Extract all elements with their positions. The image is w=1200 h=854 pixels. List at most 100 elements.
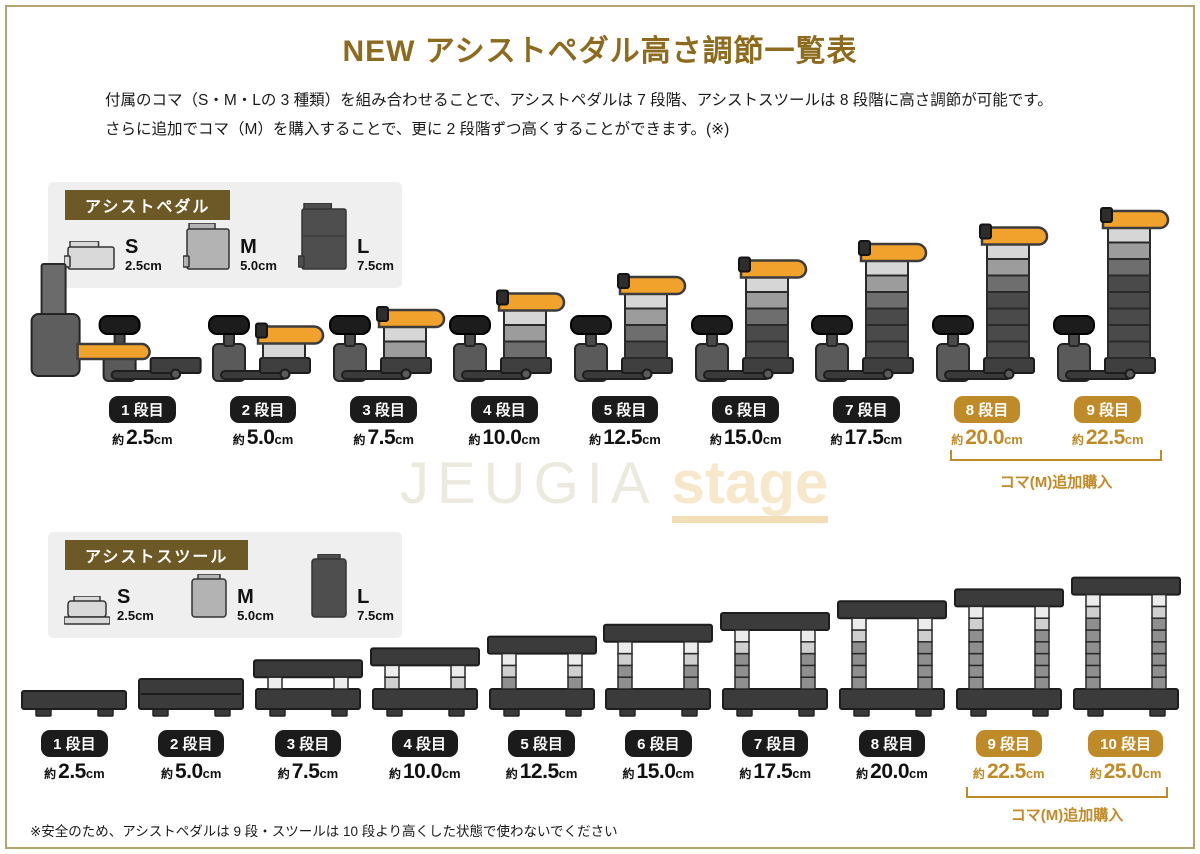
intro-text: 付属のコマ（S・M・Lの 3 種類）を組み合わせることで、アシストペダルは 7 … <box>105 86 1053 144</box>
value-number: 12.5 <box>519 760 559 783</box>
pedal-illustration <box>932 223 1049 382</box>
value-number: 17.5 <box>844 426 884 449</box>
pedal-step-badge: 3 段目 <box>350 396 417 423</box>
stool-step-column: 5 段目 約12.5cm <box>483 574 600 784</box>
pedal-step-value: 約17.5cm <box>831 426 903 450</box>
stool-step-label: 8 段目 <box>870 736 914 753</box>
footnote: ※安全のため、アシストペダルは 9 段・スツールは 10 段より高くした状態で使… <box>30 824 618 839</box>
intro-line-2: さらに追加でコマ（M）を購入することで、更に 2 段階ずつ高くすることができます… <box>105 121 730 138</box>
pedal-illustration <box>449 289 566 382</box>
koma-size: 5.0cm <box>240 258 277 274</box>
pedal-step-label: 5 段目 <box>603 402 647 419</box>
watermark-brand: JEUGIA <box>400 451 658 516</box>
stool-step-value: 約12.5cm <box>506 760 578 784</box>
pedal-step-badge: 4 段目 <box>471 396 538 423</box>
stool-illustration <box>486 635 597 717</box>
koma-text: M 5.0cm <box>237 586 274 625</box>
value-number: 12.5 <box>603 426 643 449</box>
stool-illustration <box>603 623 714 717</box>
stool-illustration <box>720 612 831 717</box>
value-unit: cm <box>521 432 541 447</box>
koma-size: 2.5cm <box>125 258 162 274</box>
pedal-illustration <box>30 263 202 382</box>
pedal-legend-card: アシストペダル S 2.5cm M 5.0cm L 7.5cm <box>48 182 402 288</box>
stool-step-badge: 1 段目 <box>41 730 108 757</box>
pedal-step-column: 5 段目 約12.5cm <box>565 196 687 450</box>
value-number: 10.0 <box>482 426 522 449</box>
koma-letter: L <box>357 586 370 609</box>
pedal-step-column: 1 段目 約2.5cm <box>30 196 203 450</box>
stool-figure <box>16 574 133 722</box>
stool-legend-title: アシストスツール <box>65 540 249 570</box>
stool-addon-note: コマ(M)追加購入 <box>1010 807 1124 824</box>
pedal-figure <box>685 196 807 388</box>
value-unit: cm <box>319 766 339 781</box>
stool-figure <box>1067 574 1184 722</box>
value-unit: cm <box>909 766 928 781</box>
stool-step-label: 7 段目 <box>753 736 797 753</box>
stool-step-label: 3 段目 <box>286 736 330 753</box>
koma-size: 2.5cm <box>117 608 154 624</box>
koma-item: L 7.5cm <box>298 203 394 275</box>
stool-step-badge: 4 段目 <box>391 730 459 757</box>
koma-size: 5.0cm <box>237 608 274 624</box>
page-title: NEW アシストペダル高さ調節一覧表 <box>342 35 858 68</box>
stool-figure <box>366 574 483 722</box>
pedal-step-badge: 7 段目 <box>833 396 900 423</box>
stool-step-value: 約10.0cm <box>389 760 461 784</box>
value-number: 17.5 <box>753 760 793 783</box>
pedal-koma-icon <box>64 241 115 270</box>
stool-step-label: 10 段目 <box>1100 736 1151 753</box>
stool-addon-bracket <box>966 787 1168 798</box>
koma-item: L 7.5cm <box>308 554 394 625</box>
value-number: 5.0 <box>246 426 275 449</box>
approx-prefix: 約 <box>589 433 602 447</box>
koma-letter: S <box>117 586 131 609</box>
value-unit: cm <box>1142 766 1162 781</box>
value-unit: cm <box>153 432 173 447</box>
value-unit: cm <box>642 432 661 447</box>
approx-prefix: 約 <box>1089 767 1102 781</box>
value-unit: cm <box>762 432 782 447</box>
intro-line-1: 付属のコマ（S・M・Lの 3 種類）を組み合わせることで、アシストペダルは 7 … <box>105 92 1053 109</box>
stool-koma-icon <box>191 574 227 618</box>
value-number: 2.5 <box>126 426 154 449</box>
koma-item: S 2.5cm <box>64 236 162 275</box>
pedal-step-value: 約5.0cm <box>233 426 294 450</box>
stool-step-value: 約25.0cm <box>1090 760 1162 784</box>
pedal-addon-bracket <box>950 450 1162 461</box>
stool-figure <box>834 574 951 722</box>
pedal-step-label: 7 段目 <box>845 402 888 419</box>
pedal-figure <box>927 196 1049 388</box>
stool-step-label: 1 段目 <box>53 736 96 753</box>
value-unit: cm <box>85 766 105 781</box>
approx-prefix: 約 <box>112 433 125 447</box>
stool-koma-row: S 2.5cm M 5.0cm L 7.5cm <box>64 554 394 625</box>
stool-step-label: 6 段目 <box>637 736 680 753</box>
value-number: 5.0 <box>174 760 203 783</box>
approx-prefix: 約 <box>830 433 843 447</box>
approx-prefix: 約 <box>951 433 964 447</box>
stool-step-value: 約7.5cm <box>278 760 339 784</box>
pedal-koma-row: S 2.5cm M 5.0cm L 7.5cm <box>64 203 394 275</box>
koma-letter: M <box>240 236 257 259</box>
koma-letter: L <box>357 236 370 259</box>
value-number: 20.0 <box>870 760 910 783</box>
stool-step-badge: 5 段目 <box>508 730 575 757</box>
pedal-step-column: 6 段目 約15.0cm <box>685 196 807 450</box>
value-unit: cm <box>883 432 903 447</box>
value-number: 22.5 <box>1085 426 1125 449</box>
stool-step-value: 約20.0cm <box>856 760 928 784</box>
approx-prefix: 約 <box>739 767 752 781</box>
pedal-koma-icon <box>298 203 347 270</box>
approx-prefix: 約 <box>388 767 401 781</box>
value-unit: cm <box>792 766 812 781</box>
pedal-illustration <box>690 256 807 382</box>
koma-size: 7.5cm <box>357 608 394 624</box>
pedal-step-label: 9 段目 <box>1086 402 1129 419</box>
stool-step-badge: 9 段目 <box>975 730 1043 757</box>
stool-illustration <box>252 659 363 717</box>
pedal-step-badge: 6 段目 <box>712 396 779 423</box>
value-number: 10.0 <box>402 760 442 783</box>
